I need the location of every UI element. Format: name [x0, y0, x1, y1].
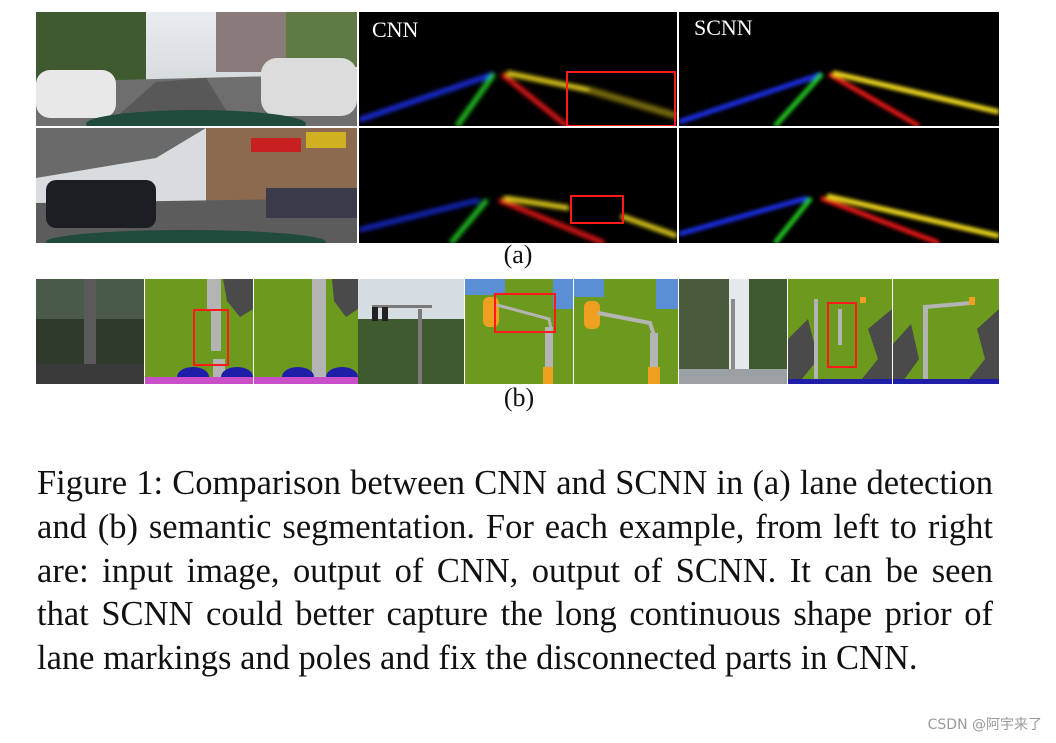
lane-input-image-2 — [36, 128, 357, 243]
figure-caption: Figure 1: Comparison between CNN and SCN… — [37, 464, 993, 678]
panel-label-b: (b) — [503, 383, 535, 412]
seg-scnn-output-2 — [574, 279, 678, 384]
watermark: CSDN @阿宇来了 — [927, 717, 1042, 733]
lane-input-image-1 — [36, 12, 357, 126]
seg-cnn-highlight-box-3 — [827, 302, 857, 368]
lane-cnn-output-2 — [359, 128, 677, 243]
seg-scnn-output-3 — [893, 279, 999, 384]
seg-input-image-1 — [36, 279, 144, 384]
lane-cnn-highlight-box-1 — [566, 71, 676, 126]
scnn-column-label: SCNN — [694, 15, 753, 40]
lane-cnn-output-1: CNN — [359, 12, 677, 126]
seg-cnn-output-1 — [145, 279, 253, 384]
seg-cnn-output-2 — [465, 279, 573, 384]
seg-cnn-output-3 — [788, 279, 892, 384]
seg-scnn-output-1 — [254, 279, 358, 384]
lane-cnn-highlight-box-2 — [570, 195, 624, 224]
cnn-column-label: CNN — [372, 17, 419, 42]
lane-scnn-output-1: SCNN — [679, 12, 999, 126]
seg-input-image-3 — [679, 279, 787, 384]
seg-cnn-highlight-box-2 — [494, 293, 556, 333]
seg-input-image-2 — [358, 279, 464, 384]
panel-label-a: (a) — [503, 240, 533, 269]
seg-cnn-highlight-box-1 — [193, 309, 229, 366]
lane-scnn-output-2 — [679, 128, 999, 243]
